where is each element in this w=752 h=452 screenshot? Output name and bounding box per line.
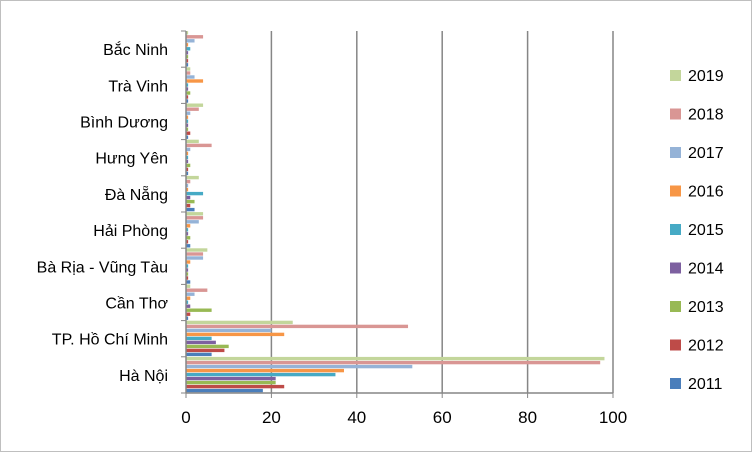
category-label: TP. Hồ Chí Minh — [52, 332, 168, 349]
bar-2012-0 — [186, 385, 284, 388]
category-label: Cần Thơ — [105, 296, 168, 313]
bar-2019-3 — [186, 248, 207, 251]
legend-label-2015: 2015 — [688, 222, 724, 239]
bar-2019-4 — [186, 212, 203, 215]
legend-label-2013: 2013 — [688, 299, 724, 316]
legend-label-2017: 2017 — [688, 145, 724, 162]
bar-2018-7 — [186, 108, 199, 111]
legend-swatch-2012 — [670, 340, 681, 351]
bar-2019-6 — [186, 140, 199, 143]
legend-label-2019: 2019 — [688, 68, 724, 85]
legend-label-2014: 2014 — [688, 261, 724, 278]
bar-2017-2 — [186, 293, 195, 296]
bar-2016-0 — [186, 369, 344, 372]
bar-2018-1 — [186, 325, 408, 328]
bar-2013-1 — [186, 345, 229, 348]
category-label: Trà Vinh — [108, 78, 168, 95]
bar-2018-9 — [186, 35, 203, 38]
legend-swatch-2011 — [670, 378, 681, 389]
bar-2015-5 — [186, 192, 203, 195]
legend-swatch-2017 — [670, 147, 681, 158]
bar-2015-1 — [186, 337, 212, 340]
bar-2018-2 — [186, 289, 207, 292]
legend-swatch-2018 — [670, 109, 681, 120]
bar-2011-5 — [186, 208, 195, 211]
bar-2016-1 — [186, 333, 284, 336]
bar-2019-0 — [186, 357, 604, 360]
legend-swatch-2014 — [670, 263, 681, 274]
bar-2014-1 — [186, 341, 216, 344]
bar-2017-1 — [186, 329, 271, 332]
legend-label-2012: 2012 — [688, 338, 724, 355]
bar-2017-0 — [186, 365, 412, 368]
bar-2019-7 — [186, 104, 203, 107]
x-tick-label: 40 — [347, 408, 366, 427]
x-tick-label: 0 — [181, 408, 190, 427]
legend-label-2018: 2018 — [688, 107, 724, 124]
bar-2015-0 — [186, 373, 335, 376]
bar-2018-0 — [186, 361, 600, 364]
legend-swatch-2016 — [670, 186, 681, 197]
category-label: Hưng Yên — [95, 151, 168, 168]
bar-2017-8 — [186, 75, 195, 78]
x-tick-label: 60 — [433, 408, 452, 427]
bar-2014-0 — [186, 377, 276, 380]
bar-2018-6 — [186, 144, 212, 147]
bar-2016-8 — [186, 79, 203, 82]
x-tick-label: 80 — [518, 408, 537, 427]
bar-2012-1 — [186, 349, 224, 352]
x-tick-label: 20 — [262, 408, 281, 427]
bar-2017-4 — [186, 220, 199, 223]
category-label: Bà Rịa - Vũng Tàu — [37, 259, 168, 276]
legend-label-2016: 2016 — [688, 184, 724, 201]
category-label: Bình Dương — [80, 115, 168, 132]
bar-2013-5 — [186, 200, 195, 203]
bar-2018-4 — [186, 216, 203, 219]
bar-2013-0 — [186, 381, 276, 384]
legend-swatch-2015 — [670, 224, 681, 235]
category-label: Bắc Ninh — [103, 40, 168, 59]
legend-swatch-2013 — [670, 301, 681, 312]
bar-2011-0 — [186, 389, 263, 392]
category-label: Đà Nẵng — [105, 185, 168, 204]
category-label: Hà Nội — [119, 368, 168, 385]
bar-2018-3 — [186, 252, 203, 255]
category-label: Hải Phòng — [93, 223, 168, 240]
legend-swatch-2019 — [670, 70, 681, 81]
bar-2019-1 — [186, 321, 293, 324]
legend-label-2011: 2011 — [688, 376, 723, 393]
bar-2013-2 — [186, 309, 212, 312]
x-tick-label: 100 — [599, 408, 627, 427]
bar-2017-9 — [186, 39, 195, 42]
bar-2017-3 — [186, 256, 203, 259]
bar-2019-5 — [186, 176, 199, 179]
bar-2011-1 — [186, 353, 212, 356]
